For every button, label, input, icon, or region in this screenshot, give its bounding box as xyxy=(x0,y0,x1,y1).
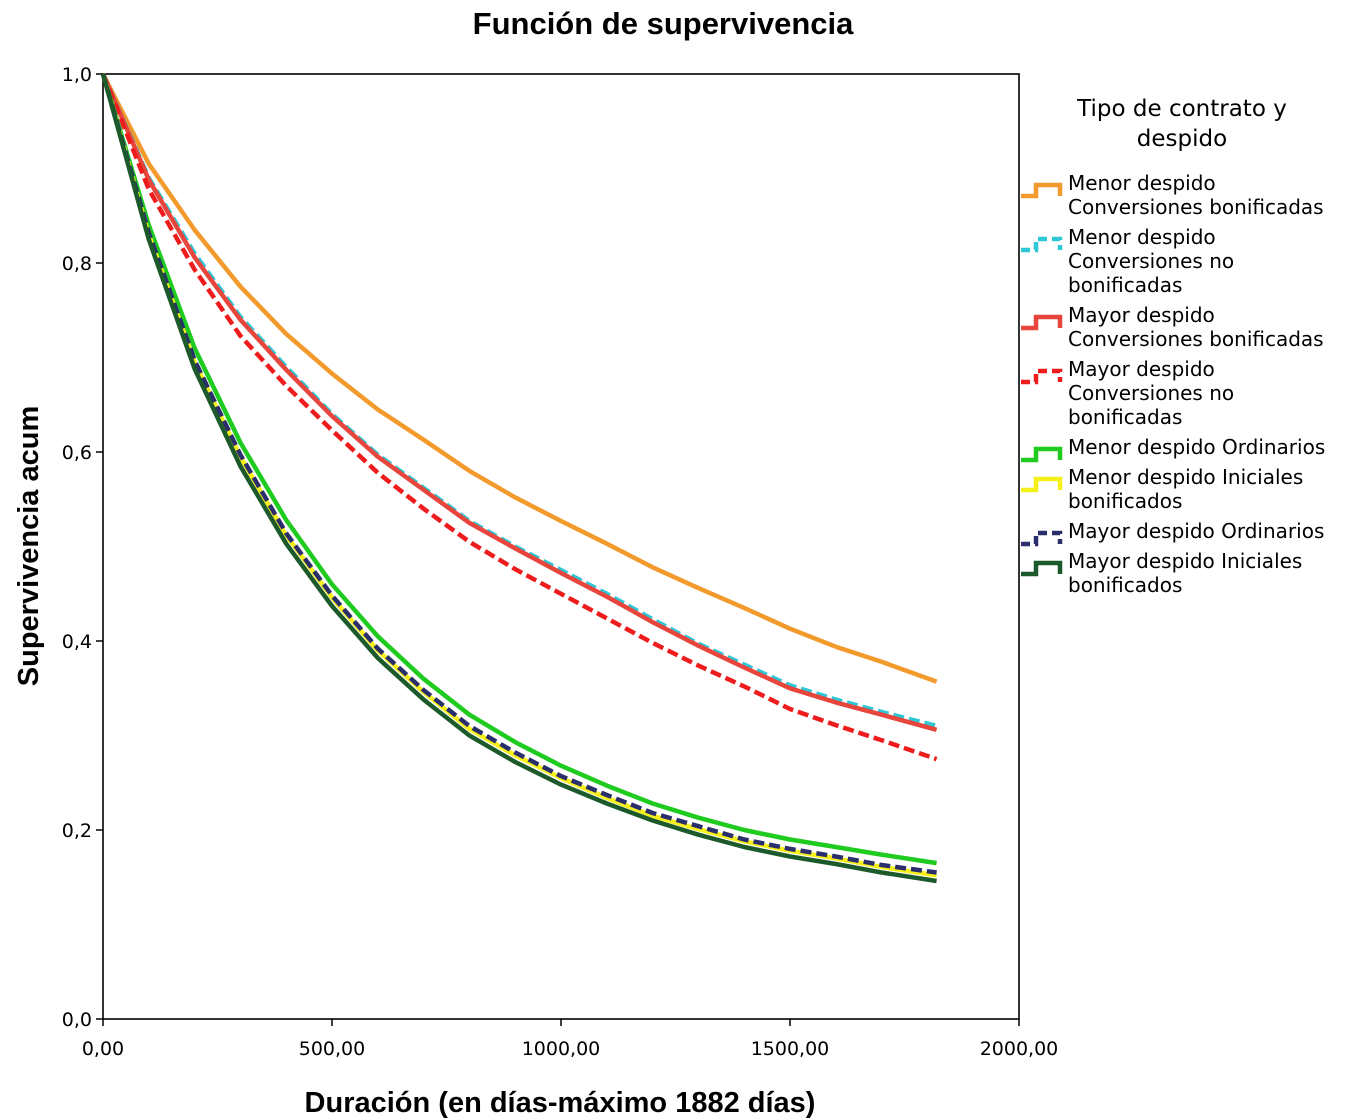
y-tick-label: 0,2 xyxy=(62,820,92,842)
legend-label: Mayor despido xyxy=(1068,303,1215,327)
legend-title: despido xyxy=(1137,126,1227,152)
legend-swatch xyxy=(1021,476,1063,493)
x-tick-label: 0,00 xyxy=(82,1038,124,1060)
legend-title: Tipo de contrato y xyxy=(1076,96,1287,122)
series-line-8 xyxy=(100,73,937,884)
series-line-3 xyxy=(100,73,938,732)
y-tick-label: 0,4 xyxy=(62,631,92,653)
legend-swatch xyxy=(1021,446,1063,463)
axis-ticks: 0,00 500,00 1000,00 1500,00 2000,00 0,0 0,2 0,4… xyxy=(62,64,1059,1060)
x-tick-label: 500,00 xyxy=(299,1038,365,1060)
plot-area xyxy=(102,73,1020,1020)
chart-title: Función de supervivencia xyxy=(473,6,854,41)
series-line-7 xyxy=(100,73,937,875)
y-tick-label: 0,6 xyxy=(62,442,92,464)
legend-label: Conversiones no xyxy=(1068,249,1234,273)
legend-swatch xyxy=(1021,560,1063,577)
legend-label: bonificados xyxy=(1068,489,1182,513)
legend-label: Menor despido xyxy=(1068,225,1216,249)
y-tick-label: 0,0 xyxy=(62,1009,92,1031)
legend-swatch xyxy=(1021,368,1063,385)
legend-label: Mayor despido xyxy=(1068,357,1215,381)
series-line-5 xyxy=(100,73,937,866)
y-axis-label: Supervivencia acum xyxy=(13,406,45,686)
legend-swatch xyxy=(1021,530,1063,547)
y-tick-label: 1,0 xyxy=(62,64,92,86)
legend-label: bonificadas xyxy=(1068,273,1182,297)
legend-swatch xyxy=(1021,236,1063,253)
x-tick-label: 1000,00 xyxy=(522,1038,601,1060)
legend-swatch xyxy=(1021,182,1063,199)
legend-label: Menor despido Ordinarios xyxy=(1068,435,1325,459)
x-tick-label: 2000,00 xyxy=(980,1038,1059,1060)
legend-label: bonificadas xyxy=(1068,405,1182,429)
x-tick-label: 1500,00 xyxy=(751,1038,830,1060)
x-axis-label: Duración (en días-máximo 1882 días) xyxy=(305,1087,816,1119)
series-line-1 xyxy=(100,72,938,684)
legend-label: Conversiones bonificadas xyxy=(1068,195,1324,219)
legend-label: Conversiones bonificadas xyxy=(1068,327,1324,351)
y-tick-label: 0,8 xyxy=(62,253,92,275)
legend-label: Conversiones no xyxy=(1068,381,1234,405)
legend-label: Mayor despido Iniciales xyxy=(1068,549,1302,573)
legend-swatch xyxy=(1021,314,1063,331)
series-lines xyxy=(100,72,938,884)
series-line-2 xyxy=(100,73,938,729)
series-line-4 xyxy=(100,73,938,762)
legend-label: Mayor despido Ordinarios xyxy=(1068,519,1324,543)
legend-label: Menor despido xyxy=(1068,171,1216,195)
legend-label: bonificados xyxy=(1068,573,1182,597)
legend-label: Menor despido Iniciales xyxy=(1068,465,1303,489)
